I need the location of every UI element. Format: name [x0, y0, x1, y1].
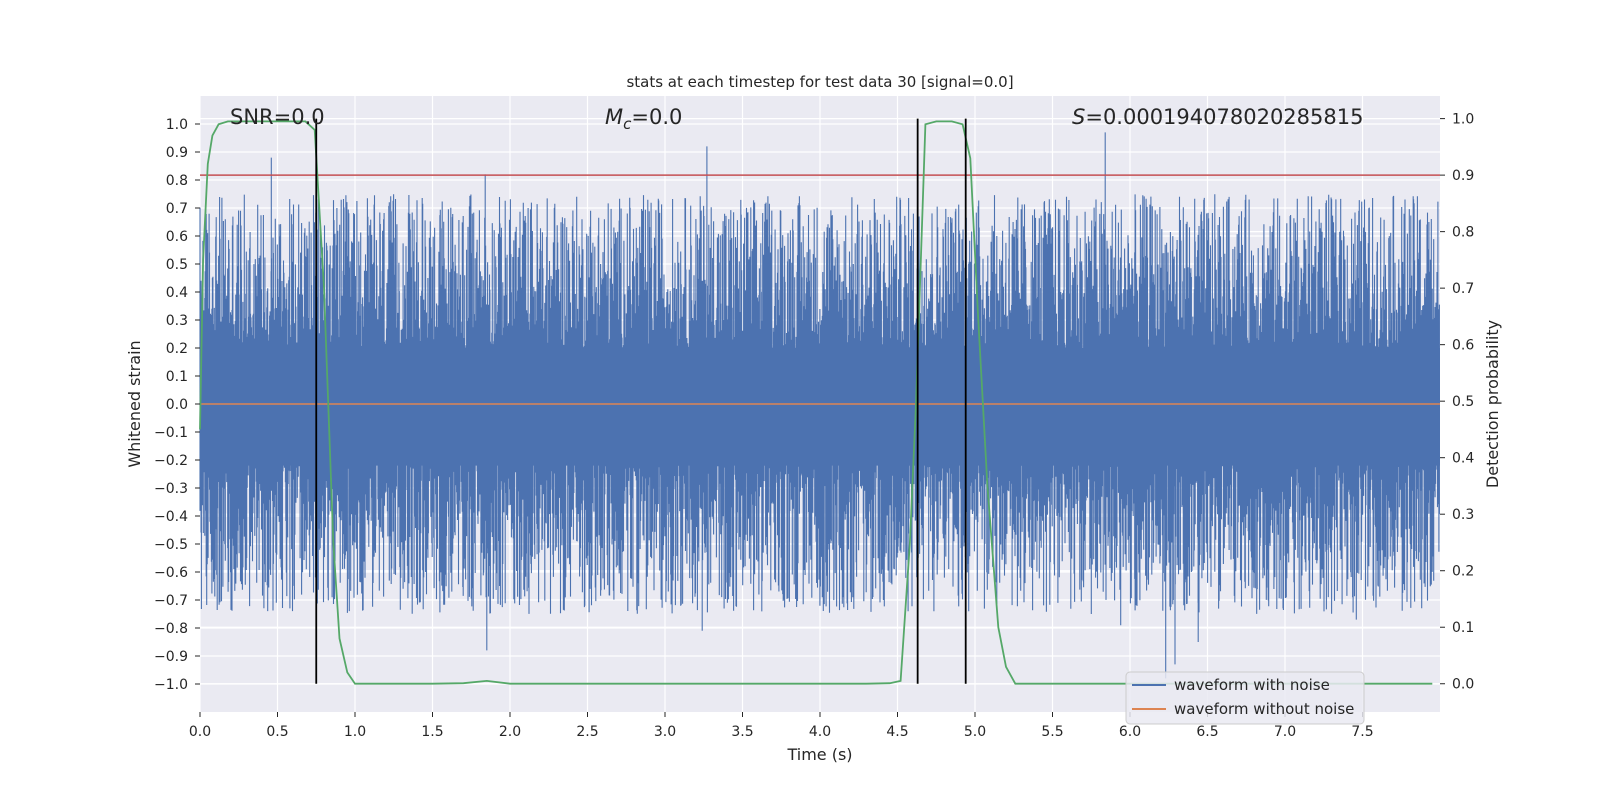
annotation-chirp-mass: Mc=0.0	[605, 105, 682, 133]
detection-probability-line	[199, 120, 1433, 685]
y-tick-label: 0.6	[166, 229, 188, 245]
y-tick-label: 0.5	[166, 257, 188, 273]
y-tick-label: −0.8	[154, 621, 188, 637]
y-tick-label: 0.0	[166, 397, 188, 413]
y2-axis-label: Detection probability	[1483, 320, 1502, 488]
y-tick-label: −0.7	[154, 593, 188, 609]
annotation-s: S=0.000194078020285815	[1072, 105, 1363, 129]
x-tick-label: 4.5	[886, 724, 908, 740]
y-tick-label: 0.1	[166, 369, 188, 385]
chart-title: stats at each timestep for test data 30 …	[626, 73, 1013, 91]
y2-tick-label: 0.4	[1452, 451, 1474, 467]
legend-frame	[1125, 671, 1365, 725]
y2-tick-label: 0.2	[1452, 564, 1474, 580]
x-tick-label: 0.5	[266, 724, 288, 740]
x-tick-label: 5.0	[964, 724, 986, 740]
chirp-mass-subscript: c	[623, 115, 632, 133]
y-axis-label: Whitened strain	[125, 340, 144, 467]
y2-tick-label: 0.7	[1452, 281, 1474, 297]
y2-tick-label: 0.6	[1452, 338, 1474, 354]
y2-tick-label: 0.1	[1452, 620, 1474, 636]
chirp-mass-value: =0.0	[631, 105, 682, 129]
y-tick-label: −0.1	[154, 425, 188, 441]
y-tick-label: 0.8	[166, 173, 188, 189]
x-tick-label: 1.5	[421, 724, 443, 740]
annotation-snr: SNR=0.0	[230, 105, 325, 129]
x-tick-label: 7.5	[1351, 724, 1373, 740]
y-tick-label: −0.3	[154, 481, 188, 497]
y-tick-label: −0.5	[154, 537, 188, 553]
y-tick-label: 0.7	[166, 201, 188, 217]
y-tick-label: 0.2	[166, 341, 188, 357]
y2-tick-label: 0.8	[1452, 225, 1474, 241]
y-tick-label: 0.4	[166, 285, 188, 301]
legend-label-waveform-without-noise: waveform without noise	[1174, 700, 1354, 718]
y-tick-label: −1.0	[154, 677, 188, 693]
axis-ticks: 0.0 0.5 1.0 1.5 2.0 2.5 3.0 3.5 4.0 4.5 5.0 5.5 6.0 6…	[154, 112, 1474, 740]
legend-label-waveform-with-noise: waveform with noise	[1174, 676, 1330, 694]
x-axis-label: Time (s)	[786, 745, 852, 764]
x-tick-label: 3.5	[731, 724, 753, 740]
y-tick-label: 0.3	[166, 313, 188, 329]
y-tick-label: −0.2	[154, 453, 188, 469]
y-tick-label: 1.0	[166, 117, 188, 133]
x-tick-label: 1.0	[344, 724, 366, 740]
x-tick-label: 7.0	[1274, 724, 1296, 740]
x-tick-label: 4.0	[809, 724, 831, 740]
x-tick-label: 5.5	[1041, 724, 1063, 740]
s-symbol: S	[1072, 105, 1085, 129]
x-tick-label: 3.0	[654, 724, 676, 740]
s-value: =0.000194078020285815	[1085, 105, 1363, 129]
y-tick-label: −0.9	[154, 649, 188, 665]
y-tick-label: −0.6	[154, 565, 188, 581]
x-tick-label: 2.5	[576, 724, 598, 740]
x-tick-label: 0.0	[189, 724, 211, 740]
y2-tick-label: 0.0	[1452, 677, 1474, 693]
y2-tick-label: 1.0	[1452, 112, 1474, 128]
y2-tick-label: 0.3	[1452, 507, 1474, 523]
y-tick-label: −0.4	[154, 509, 188, 525]
series-detection-probability	[199, 120, 1433, 685]
y2-tick-label: 0.9	[1452, 168, 1474, 184]
vertical-markers	[315, 118, 967, 684]
x-tick-label: 2.0	[499, 724, 521, 740]
legend: waveform with noise waveform without noi…	[1125, 671, 1365, 725]
y-tick-label: 0.9	[166, 145, 188, 161]
series-waveform-with-noise	[199, 132, 1440, 679]
chirp-mass-symbol: M	[605, 105, 623, 129]
x-tick-label: 6.5	[1196, 724, 1218, 740]
x-tick-label: 6.0	[1119, 724, 1141, 740]
y2-tick-label: 0.5	[1452, 394, 1474, 410]
